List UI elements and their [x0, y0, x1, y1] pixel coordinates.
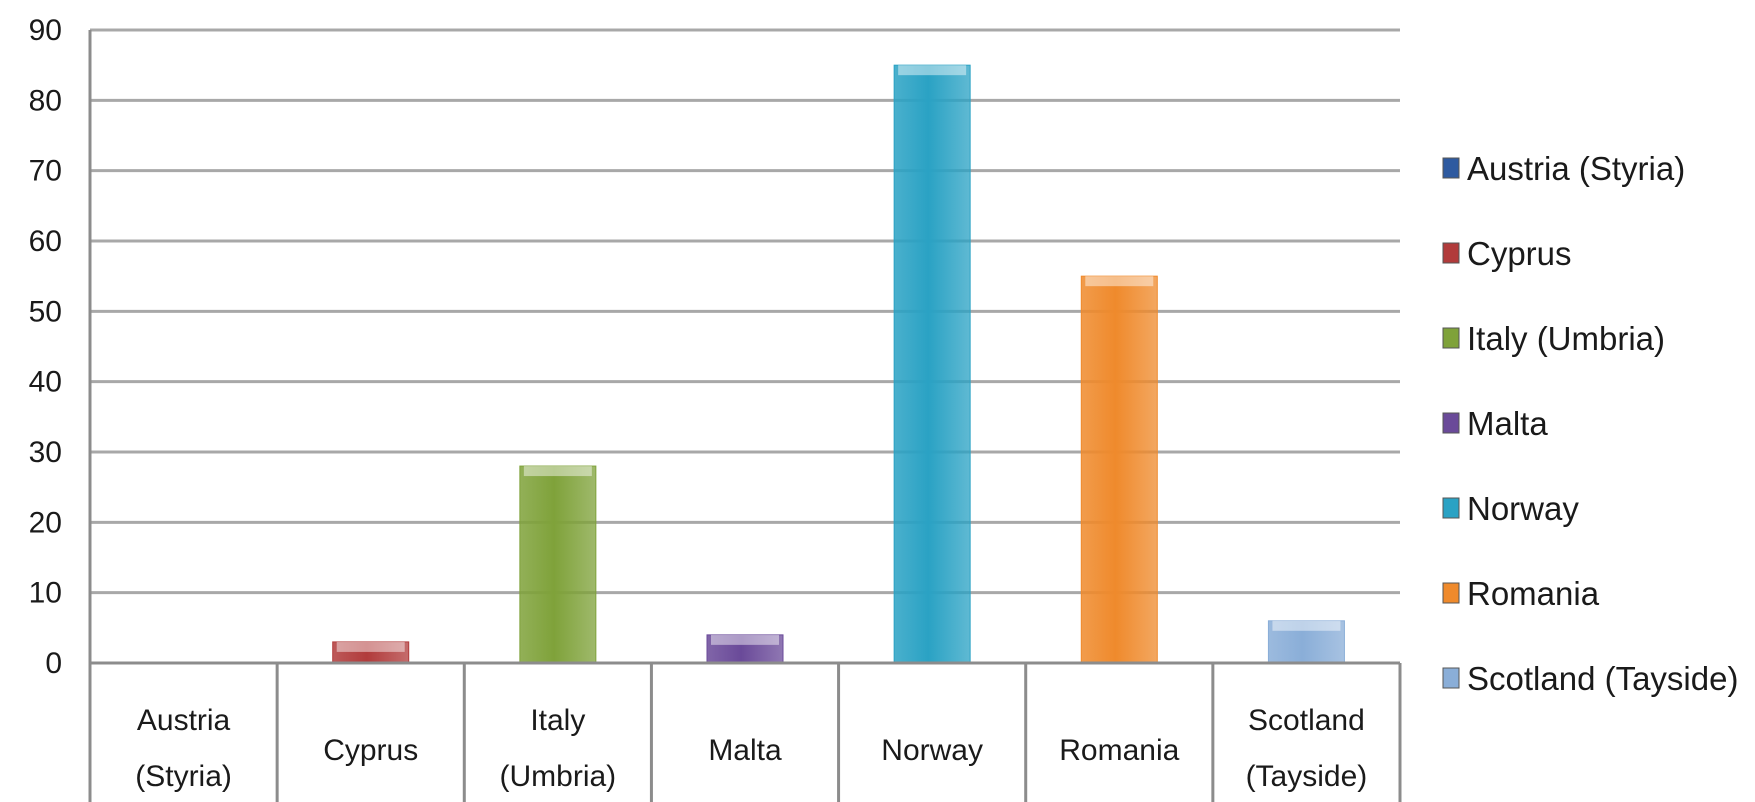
bar-highlight-italy-umbria	[523, 466, 592, 477]
legend-item-italy-umbria: Italy (Umbria)	[1442, 320, 1665, 357]
y-tick-label-50: 50	[29, 295, 62, 328]
axes	[88, 30, 1402, 802]
bar-highlight-malta	[711, 634, 779, 645]
legend-swatch-cyprus	[1442, 242, 1460, 264]
legend-swatch-malta	[1442, 412, 1460, 434]
y-tick-label-60: 60	[29, 225, 62, 258]
bar-highlight-romania	[1085, 276, 1154, 287]
bar-highlight-norway	[898, 65, 967, 76]
y-tick-label-80: 80	[29, 84, 62, 117]
legend-swatch-austria-styria	[1442, 157, 1460, 179]
legend-swatch-romania	[1442, 582, 1460, 604]
y-tick-label-20: 20	[29, 506, 62, 539]
legend-label-cyprus: Cyprus	[1467, 235, 1572, 272]
bars	[332, 64, 1345, 664]
legend-swatch-norway	[1442, 497, 1460, 519]
legend: Austria (Styria) Cyprus Italy (Umbria) Malt…	[1442, 150, 1738, 697]
bar-highlight-cyprus	[336, 641, 405, 652]
legend-item-norway: Norway	[1442, 490, 1579, 527]
x-tick-label-scotland-tayside: Scotland (Tayside)	[1246, 704, 1368, 793]
legend-label-romania: Romania	[1467, 575, 1600, 612]
legend-label-austria-styria: Austria (Styria)	[1467, 150, 1685, 187]
legend-item-malta: Malta	[1442, 405, 1548, 442]
legend-label-norway: Norway	[1467, 490, 1579, 527]
legend-swatch-italy-umbria	[1442, 327, 1460, 349]
x-tick-label-austria-styria: Austria (Styria)	[135, 704, 232, 793]
legend-swatch-scotland-tayside	[1442, 667, 1460, 689]
legend-item-austria-styria: Austria (Styria)	[1442, 150, 1685, 187]
x-tick-label-cyprus: Cyprus	[323, 734, 418, 767]
gridlines	[90, 28, 1400, 595]
bar-scotland-tayside	[1267, 620, 1345, 664]
bar-malta	[706, 634, 784, 664]
bar-romania	[1080, 275, 1158, 664]
legend-label-italy-umbria: Italy (Umbria)	[1467, 320, 1665, 357]
legend-item-cyprus: Cyprus	[1442, 235, 1572, 272]
bar-highlight-scotland-tayside	[1272, 620, 1341, 631]
x-tick-label-norway: Norway	[881, 734, 983, 767]
y-tick-label-70: 70	[29, 155, 62, 188]
legend-item-romania: Romania	[1442, 575, 1600, 612]
y-tick-label-90: 90	[29, 14, 62, 47]
x-tick-label-romania: Romania	[1059, 734, 1179, 767]
x-tick-label-italy-umbria: Italy (Umbria)	[500, 704, 617, 793]
x-axis-category-labels: Austria (Styria) Cyprus Italy (Umbria) Malta N…	[135, 704, 1367, 793]
bar-norway	[893, 64, 971, 664]
x-tick-label-malta: Malta	[708, 734, 782, 767]
legend-label-scotland-tayside: Scotland (Tayside)	[1467, 660, 1738, 697]
y-axis-tick-labels: 0 10 20 30 40 50 60 70 80 90	[29, 14, 62, 680]
y-tick-label-10: 10	[29, 577, 62, 610]
legend-item-scotland-tayside: Scotland (Tayside)	[1442, 660, 1738, 697]
y-tick-label-30: 30	[29, 436, 62, 469]
y-tick-label-0: 0	[45, 647, 62, 680]
y-tick-label-40: 40	[29, 366, 62, 399]
legend-label-malta: Malta	[1467, 405, 1548, 442]
bar-italy-umbria	[519, 465, 597, 664]
